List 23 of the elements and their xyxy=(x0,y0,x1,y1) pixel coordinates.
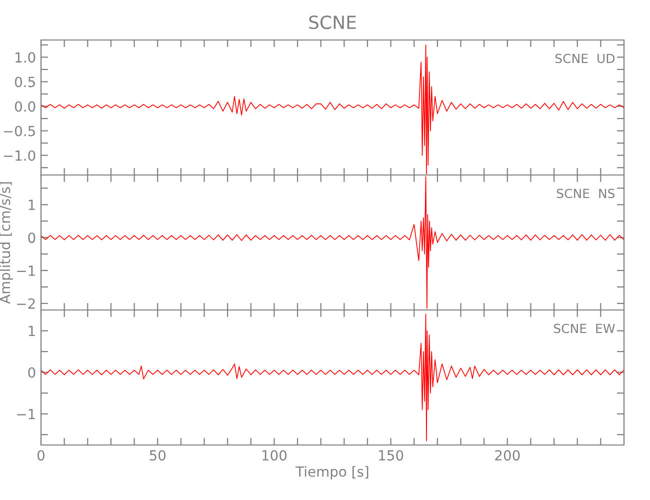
y-tick-label: −1 xyxy=(17,266,35,276)
annotation: SCNE UD xyxy=(555,54,615,64)
x-tick-label: 50 xyxy=(150,450,166,461)
x-tick-label: 100 xyxy=(262,450,287,461)
y-tick-label: −0.5 xyxy=(4,126,35,136)
y-tick-label: −1 xyxy=(17,408,35,420)
y-tick-label: −2 xyxy=(17,298,35,309)
y-tick-label: 0 xyxy=(28,232,36,244)
y-tick-label: −1.0 xyxy=(4,150,36,161)
x-axis-title: Tiempo [s] xyxy=(296,466,368,480)
y-tick-label: 1.0 xyxy=(16,52,36,63)
x-tick-label: 150 xyxy=(379,450,404,461)
annotation: SCNE EW xyxy=(554,324,615,334)
y-tick-label: 0.0 xyxy=(14,101,36,112)
y-tick-label: 1 xyxy=(28,326,35,336)
y-tick-label: 0 xyxy=(28,367,36,378)
y-tick-label: 0.5 xyxy=(14,76,35,88)
line-series xyxy=(41,314,624,442)
chart-title: SCNE xyxy=(309,15,356,30)
y-tick-label: 1 xyxy=(28,200,35,210)
x-tick-label: 0 xyxy=(37,450,44,461)
x-tick-label: 200 xyxy=(495,450,520,461)
annotation: SCNE NS xyxy=(556,188,615,198)
